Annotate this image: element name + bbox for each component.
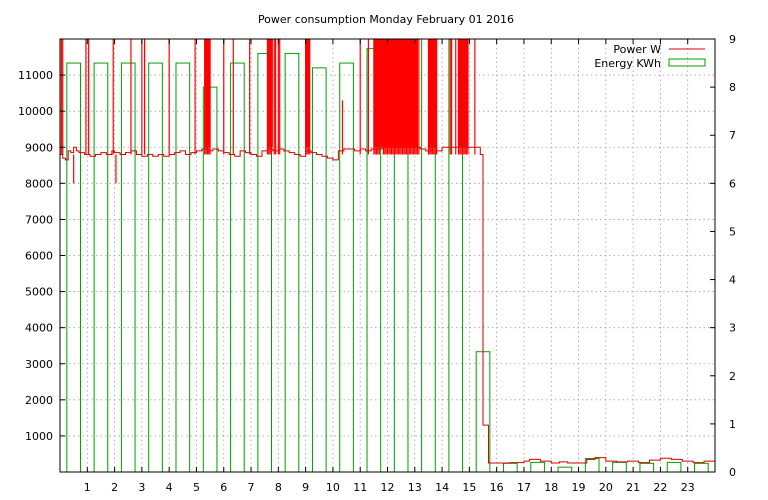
y-right-tick-label: 6 [729, 177, 736, 190]
energy-bar [502, 462, 518, 473]
x-tick-label: 3 [138, 481, 145, 494]
y-left-tick-label: 4000 [25, 322, 53, 335]
y-left-tick-label: 1000 [25, 430, 53, 443]
x-tick-label: 13 [408, 481, 422, 494]
energy-bar [120, 62, 136, 473]
power-spike-block [373, 39, 418, 148]
y-right-tick-label: 1 [729, 418, 736, 431]
energy-bar [175, 62, 191, 473]
x-tick-label: 11 [353, 481, 367, 494]
energy-bar [612, 461, 627, 473]
x-tick-label: 17 [517, 481, 531, 494]
legend-label-energy: Energy KWh [594, 57, 661, 70]
x-tick-label: 1 [84, 481, 91, 494]
x-tick-label: 21 [626, 481, 640, 494]
y-right-tick-label: 0 [729, 466, 736, 479]
y-left-tick-label: 2000 [25, 394, 53, 407]
energy-bar [666, 461, 682, 473]
x-tick-label: 15 [462, 481, 476, 494]
x-tick-label: 23 [681, 481, 695, 494]
energy-bar [530, 461, 545, 473]
energy-bar [148, 62, 163, 473]
y-left-tick-label: 5000 [25, 286, 53, 299]
x-tick-label: 4 [166, 481, 173, 494]
x-tick-label: 12 [381, 481, 395, 494]
power-series [60, 39, 716, 464]
energy-bar [230, 62, 245, 473]
energy-bar [584, 458, 600, 473]
y-left-tick-label: 8000 [25, 177, 53, 190]
energy-bar [694, 462, 709, 473]
y-right-tick-label: 5 [729, 225, 736, 238]
legend-label-power: Power W [613, 43, 661, 56]
x-tick-label: 7 [248, 481, 255, 494]
x-tick-label: 22 [653, 481, 667, 494]
y-left-tick-label: 11000 [18, 69, 53, 82]
x-tick-label: 18 [544, 481, 558, 494]
y-left-tick-label: 10000 [18, 105, 53, 118]
power-spike-block [458, 39, 469, 148]
x-tick-label: 16 [490, 481, 504, 494]
x-tick-label: 6 [220, 481, 227, 494]
x-tick-label: 8 [275, 481, 282, 494]
y-left-tick-label: 9000 [25, 141, 53, 154]
y-right-tick-label: 3 [729, 322, 736, 335]
power-line [60, 146, 716, 464]
y-right-tick-label: 8 [729, 81, 736, 94]
x-tick-label: 14 [435, 481, 449, 494]
chart-title: Power consumption Monday February 01 201… [258, 13, 514, 26]
energy-bar [557, 466, 573, 473]
x-tick-label: 5 [193, 481, 200, 494]
y-right-tick-label: 7 [729, 129, 736, 142]
energy-bar [66, 62, 81, 473]
energy-bar [639, 462, 655, 473]
legend: Power W Energy KWh [594, 43, 706, 70]
energy-bar [311, 67, 327, 473]
power-spike-block [305, 39, 310, 148]
y-right-tick-label: 9 [729, 33, 736, 46]
energy-bar [339, 62, 354, 473]
power-spike-block [267, 39, 273, 148]
energy-bar [93, 62, 109, 473]
energy-bar [284, 52, 300, 473]
y-left-tick-label: 7000 [25, 213, 53, 226]
y-right-tick-label: 4 [729, 274, 736, 287]
x-tick-label: 19 [572, 481, 586, 494]
power-spike-block [428, 39, 437, 148]
y-left-tick-label: 3000 [25, 358, 53, 371]
x-tick-label: 10 [326, 481, 340, 494]
power-spike-block [204, 39, 211, 148]
y-right-tick-label: 2 [729, 370, 736, 383]
x-tick-label: 20 [599, 481, 613, 494]
y-left-tick-label: 6000 [25, 250, 53, 263]
x-tick-label: 2 [111, 481, 118, 494]
legend-swatch-energy [668, 58, 706, 67]
x-tick-label: 9 [302, 481, 309, 494]
tick-layer: 1 2 3 4 5 6 7 8 9 10 11 12 13 14 15 16 17 18 19 20 21 22 23100… [18, 33, 736, 494]
